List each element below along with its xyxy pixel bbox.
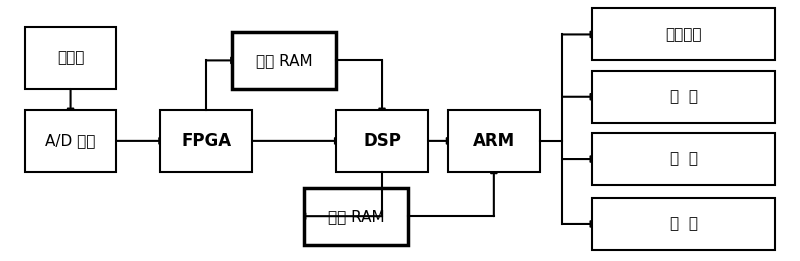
Text: DSP: DSP	[363, 132, 401, 150]
Bar	[592, 198, 775, 250]
Text: FPGA: FPGA	[182, 132, 231, 150]
Bar	[161, 110, 252, 172]
Bar	[592, 133, 775, 185]
Text: 双口 RAM: 双口 RAM	[256, 53, 313, 68]
Bar	[25, 110, 117, 172]
Text: 键  盘: 键 盘	[670, 152, 698, 167]
Bar	[592, 9, 775, 60]
Text: 模拟量: 模拟量	[57, 50, 84, 65]
Text: ARM: ARM	[473, 132, 515, 150]
Bar	[336, 110, 428, 172]
Text: A/D 转换: A/D 转换	[46, 133, 96, 149]
Text: 数据管理: 数据管理	[666, 27, 702, 42]
Bar	[448, 110, 540, 172]
Bar	[304, 188, 408, 245]
Bar	[592, 71, 775, 123]
Text: 通  讯: 通 讯	[670, 89, 698, 104]
Bar	[25, 27, 117, 89]
Bar	[232, 32, 336, 89]
Text: 双口 RAM: 双口 RAM	[328, 209, 384, 224]
Text: 显  示: 显 示	[670, 216, 698, 232]
